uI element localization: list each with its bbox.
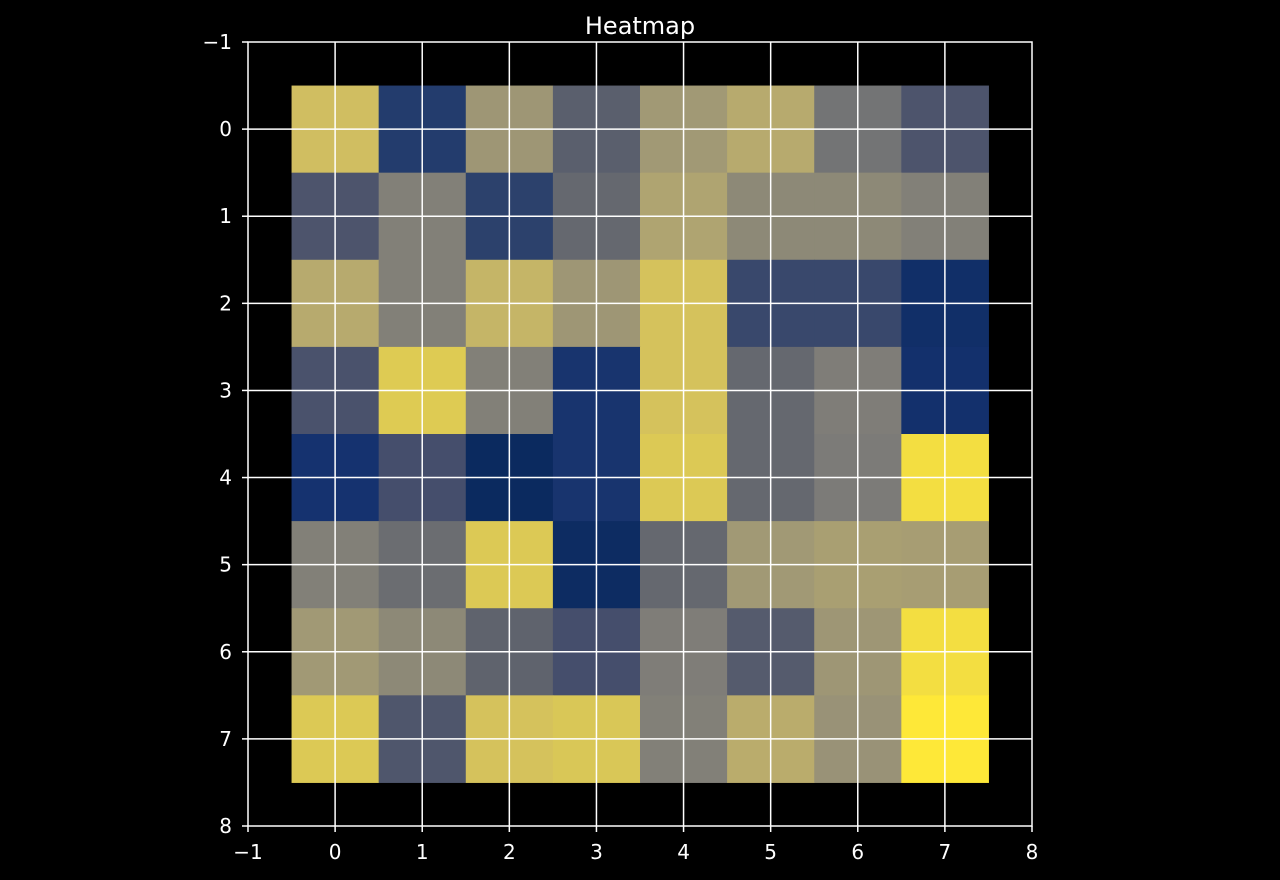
x-tick-label: 5 (764, 840, 777, 864)
x-tick-label: 2 (503, 840, 516, 864)
x-tick-label: 3 (590, 840, 603, 864)
y-tick-label: 8 (219, 814, 232, 838)
heatmap-cells (291, 85, 989, 783)
x-tick-label: 0 (329, 840, 342, 864)
y-axis: −1 0 1 2 3 4 5 6 7 8 (203, 30, 248, 838)
x-tick-label: 6 (851, 840, 864, 864)
x-axis: −1 0 1 2 3 4 5 6 7 8 (233, 826, 1038, 864)
y-tick-label: 1 (219, 204, 232, 228)
x-tick-label: −1 (233, 840, 262, 864)
axes-frame (247, 41, 1033, 827)
y-tick-label: 3 (219, 378, 232, 402)
grid-lines (248, 42, 1032, 826)
y-tick-label: 2 (219, 291, 232, 315)
x-tick-label: 7 (939, 840, 952, 864)
y-tick-label: −1 (203, 30, 232, 54)
y-tick-label: 7 (219, 727, 232, 751)
x-tick-label: 8 (1026, 840, 1039, 864)
chart-title: Heatmap (585, 12, 695, 40)
y-tick-label: 0 (219, 117, 232, 141)
y-tick-label: 6 (219, 640, 232, 664)
y-tick-label: 4 (219, 466, 232, 490)
x-tick-label: 4 (677, 840, 690, 864)
y-tick-label: 5 (219, 553, 232, 577)
x-tick-label: 1 (416, 840, 429, 864)
